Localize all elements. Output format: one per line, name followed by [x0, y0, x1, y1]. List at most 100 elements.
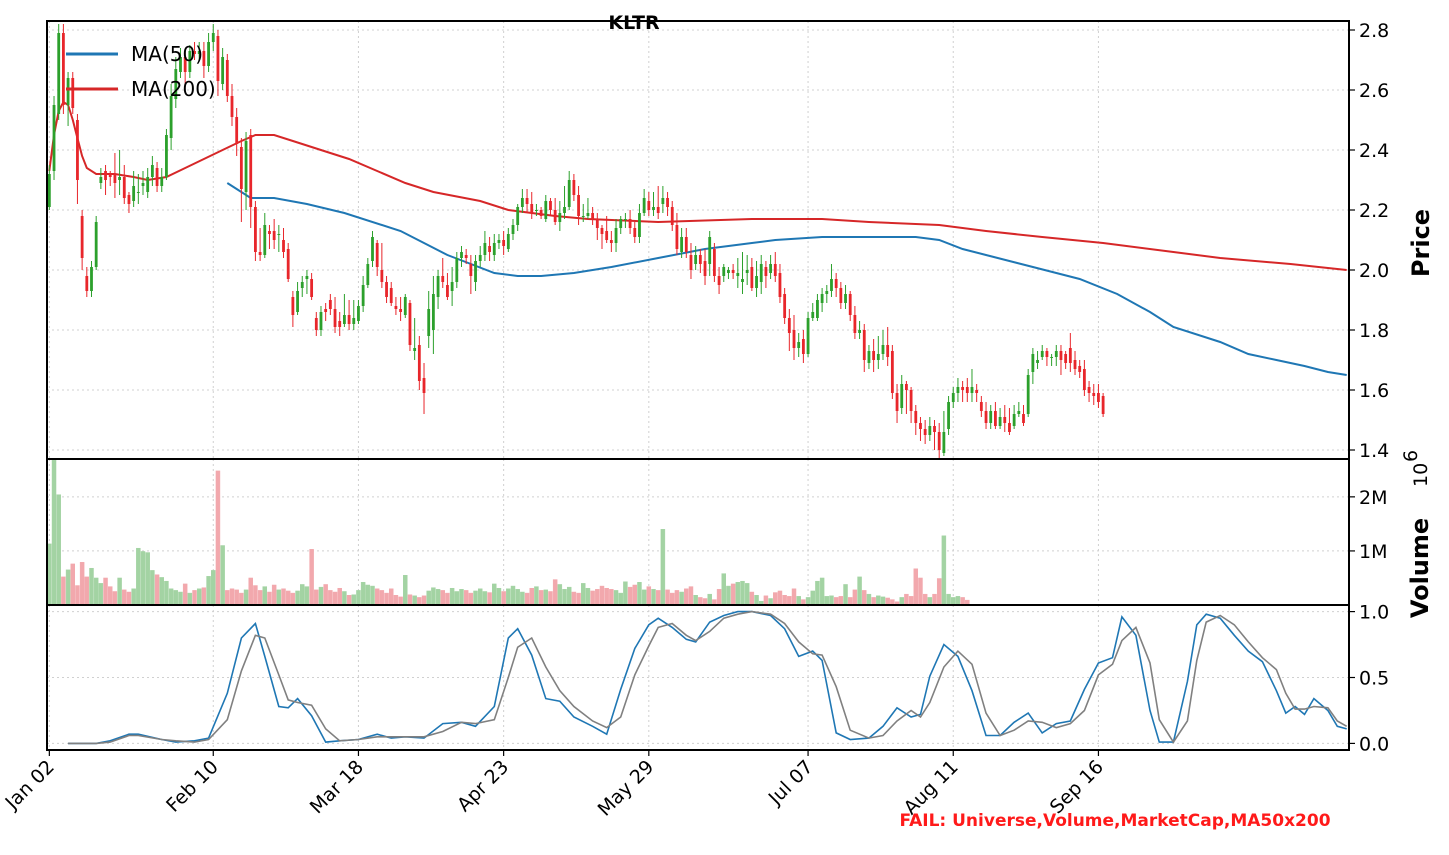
candle-body — [239, 147, 243, 189]
volume-bar — [655, 590, 661, 606]
x-tick-label: Sep 16 — [1046, 756, 1108, 818]
candle-body — [455, 258, 459, 282]
candle-body — [806, 318, 810, 354]
candle-body — [937, 432, 941, 450]
volume-bar — [285, 590, 291, 606]
candle-body — [282, 240, 285, 252]
candle-body — [787, 318, 791, 333]
candle-body — [76, 120, 79, 180]
volume-bar — [328, 590, 333, 606]
candle-body — [1064, 354, 1068, 363]
candle-body — [830, 279, 833, 291]
candle-body — [624, 219, 627, 220]
x-tick-label: Apr 23 — [453, 756, 513, 816]
volume-bar — [98, 583, 104, 606]
legend-ma200-label: MA(200) — [131, 77, 216, 101]
volume-bar — [791, 588, 797, 606]
volume-bar — [857, 576, 862, 606]
candle-body — [727, 270, 730, 273]
volume-bar — [459, 589, 464, 606]
volume-bar — [407, 594, 413, 606]
x-tick-label: Feb 10 — [162, 756, 223, 817]
volume-bar — [70, 563, 75, 606]
candle-body — [118, 177, 121, 180]
candle-body — [520, 198, 524, 207]
volume-bar — [342, 591, 347, 606]
candle-body — [1092, 393, 1096, 396]
volume-bar — [749, 591, 755, 606]
volume-bar — [206, 576, 211, 606]
volume-bar — [262, 586, 268, 606]
candle-body — [417, 345, 421, 381]
candle-body — [900, 384, 904, 408]
legend-ma50-label: MA(50) — [131, 42, 203, 66]
candle-body — [169, 96, 173, 138]
candle-body — [1087, 387, 1091, 393]
volume-bar — [323, 584, 328, 606]
candle-body — [314, 318, 318, 330]
candle-body — [132, 186, 136, 201]
candle-body — [211, 33, 215, 42]
candle-body — [614, 228, 618, 243]
candle-body — [193, 51, 196, 54]
price-tick-label: 2.2 — [1359, 200, 1389, 222]
candle-body — [769, 264, 772, 273]
volume-bar — [543, 589, 549, 606]
candle-body — [993, 411, 997, 426]
volume-bar — [65, 569, 71, 606]
volume-bar — [590, 590, 595, 606]
volume-bar — [946, 593, 951, 606]
volume-bar — [838, 596, 844, 606]
volume-bar — [440, 590, 445, 606]
volume-bar — [271, 584, 277, 606]
volume-bar — [922, 593, 928, 606]
volume-bar — [754, 595, 759, 606]
volume-bar — [618, 592, 623, 606]
candle-body — [431, 294, 435, 330]
candle-body — [122, 177, 126, 198]
volume-bar — [829, 595, 834, 606]
candle-body — [572, 180, 576, 195]
volume-bar — [660, 529, 666, 606]
volume-bar — [557, 584, 563, 606]
volume-bar — [515, 589, 520, 606]
volume-bar — [707, 593, 712, 606]
volume-bar — [374, 588, 380, 606]
volume-bar — [196, 588, 202, 606]
candle-body — [361, 285, 365, 306]
candle-body — [591, 213, 595, 219]
candle-body — [736, 273, 740, 276]
candle-body — [914, 411, 918, 423]
volume-bar — [698, 597, 703, 606]
candle-body — [867, 351, 871, 363]
volume-bar — [365, 584, 371, 606]
volume-bar — [84, 576, 90, 606]
volume-bar — [107, 586, 113, 606]
panel-frame — [46, 20, 1350, 460]
volume-bar — [871, 597, 876, 606]
candle-body — [272, 231, 276, 240]
volume-bar — [740, 580, 745, 606]
volume-bar — [693, 595, 698, 606]
candle-body — [801, 339, 805, 354]
volume-bar — [51, 459, 57, 606]
volume-bar — [388, 588, 394, 606]
volume-bar — [843, 584, 848, 606]
candle-body — [712, 249, 716, 276]
candle-body — [816, 300, 819, 318]
volume-scale-base: 10 — [1410, 463, 1432, 487]
volume-bar — [140, 551, 146, 606]
volume-bar — [449, 587, 455, 606]
candle-body — [530, 204, 534, 213]
volume-bar — [810, 590, 815, 606]
candle-body — [375, 243, 379, 267]
candle-body — [708, 237, 712, 264]
candle-body — [207, 42, 210, 66]
candle-body — [525, 198, 529, 204]
candle-body — [268, 231, 271, 234]
candle-body — [797, 342, 801, 348]
candle-body — [52, 105, 56, 171]
stoch-tick-label: 0.5 — [1359, 668, 1389, 690]
volume-bar — [178, 591, 183, 606]
candle-body — [225, 60, 229, 96]
